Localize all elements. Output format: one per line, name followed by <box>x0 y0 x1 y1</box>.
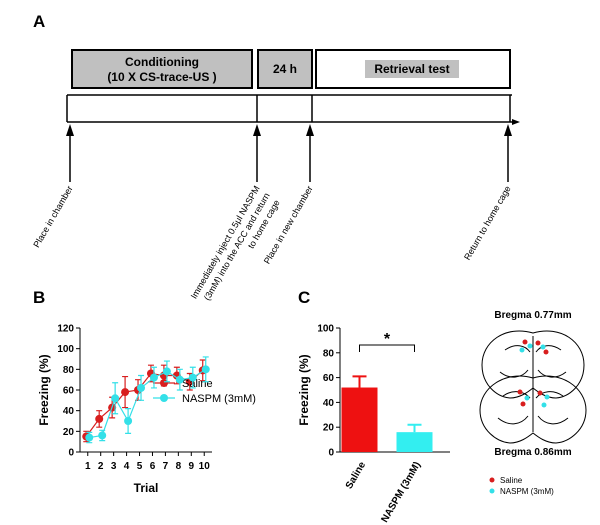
significance-label: * <box>384 331 391 348</box>
x-tick-label: 7 <box>163 461 169 472</box>
phase-box <box>71 49 253 89</box>
bregma-label: Bregma 0.86mm <box>494 447 571 458</box>
y-tick-label: 100 <box>317 324 334 335</box>
y-axis-label: Freezing (%) <box>37 354 51 425</box>
timeline-ticks <box>66 95 511 122</box>
y-tick-label: 100 <box>57 344 74 355</box>
phase-label: Conditioning <box>125 55 199 69</box>
data-point <box>162 367 171 376</box>
phase-label: Retrieval test <box>374 62 449 76</box>
x-tick-label: 5 <box>137 461 143 472</box>
injection-sites <box>517 339 550 408</box>
data-point <box>149 373 158 382</box>
y-tick-label: 20 <box>323 423 335 434</box>
y-tick-label: 80 <box>63 365 75 376</box>
data-point <box>188 373 197 382</box>
arrowhead <box>306 124 314 136</box>
y-tick-label: 120 <box>57 324 74 335</box>
data-point <box>111 394 120 403</box>
y-tick-label: 60 <box>63 386 75 397</box>
panel-label: C <box>298 288 310 307</box>
data-point <box>137 383 146 392</box>
data-point <box>124 417 133 425</box>
legend-marker <box>489 477 495 483</box>
y-axis-label: Freezing (%) <box>297 354 311 425</box>
bregma-label: Bregma 0.77mm <box>494 310 571 321</box>
data-point <box>95 414 104 423</box>
legend-label: NASPM (3mM) <box>182 393 256 405</box>
data-point <box>201 365 210 374</box>
series-line <box>89 368 207 439</box>
arrowhead <box>66 124 74 136</box>
legend-label: NASPM (3mM) <box>500 487 554 496</box>
arrowhead <box>253 124 261 136</box>
legend-marker <box>160 379 168 387</box>
panel-label: A <box>33 12 45 31</box>
x-tick-label: 1 <box>85 461 91 472</box>
label-box <box>365 60 459 78</box>
x-tick-label: 2 <box>98 461 104 472</box>
y-tick-label: 60 <box>323 373 335 384</box>
data-point <box>175 375 184 384</box>
x-tick-label: 8 <box>176 461 182 472</box>
error-bar <box>352 375 367 388</box>
data-point <box>121 388 130 397</box>
arrowhead <box>504 124 512 136</box>
phase-label: (10 X CS-trace-US ) <box>107 70 216 84</box>
y-tick-label: 0 <box>68 448 74 459</box>
legend-marker <box>160 394 168 402</box>
error-bar <box>407 423 422 433</box>
x-tick-label: 6 <box>150 461 156 472</box>
y-tick-label: 0 <box>328 448 334 459</box>
data-point <box>85 433 94 442</box>
x-tick-label: 4 <box>124 461 130 472</box>
arrowhead <box>512 119 520 125</box>
y-tick-label: 20 <box>63 427 75 438</box>
y-tick-label: 80 <box>323 348 335 359</box>
data-point <box>98 431 107 440</box>
panel-label: B <box>33 288 45 307</box>
x-tick-label: 9 <box>189 461 195 472</box>
phase-box <box>257 49 313 89</box>
y-tick-label: 40 <box>323 398 335 409</box>
y-tick-label: 40 <box>63 406 75 417</box>
significance-bracket <box>359 344 415 352</box>
x-axis-label: Trial <box>134 481 159 495</box>
x-tick-label: 3 <box>111 461 117 472</box>
legend-label: Saline <box>182 378 213 390</box>
bar <box>396 432 433 452</box>
x-tick-label: 10 <box>199 461 211 472</box>
bar <box>341 387 378 452</box>
legend-label: Saline <box>500 476 523 485</box>
phase-label: 24 h <box>273 62 297 76</box>
legend-marker <box>489 488 495 494</box>
